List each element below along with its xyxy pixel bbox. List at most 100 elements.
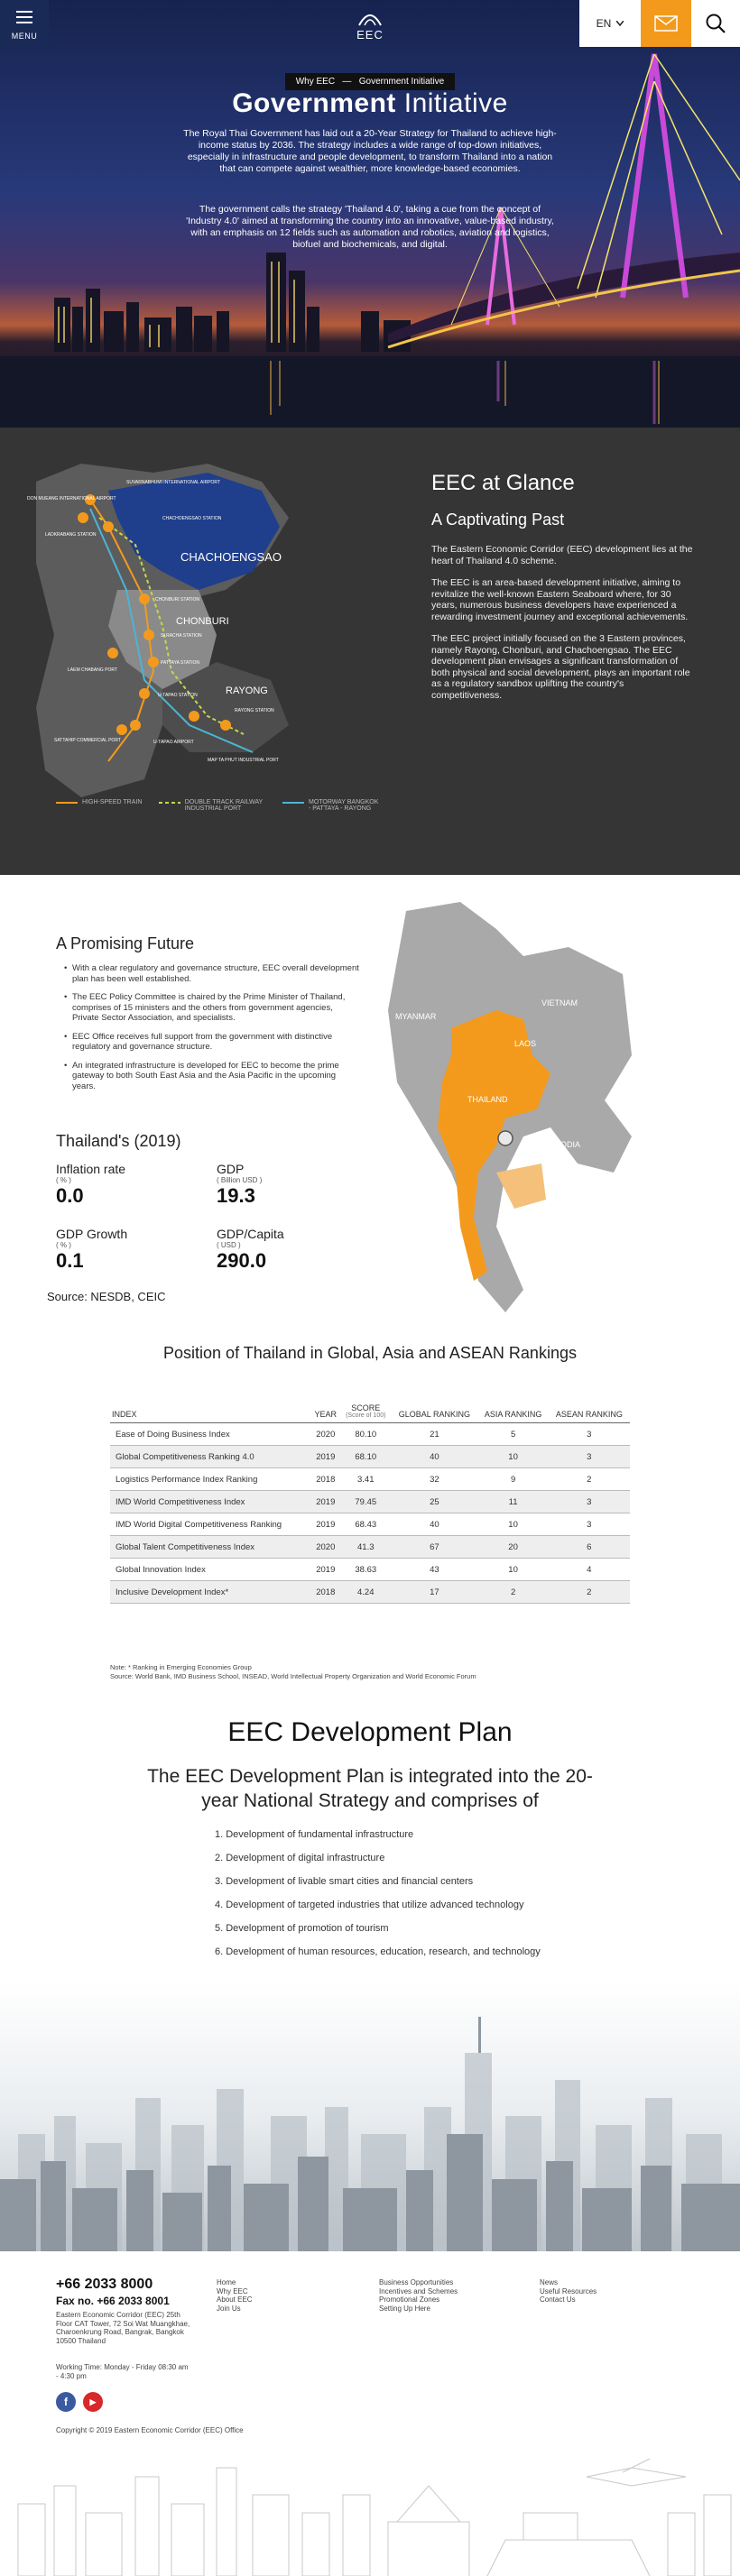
title-bold: Government xyxy=(232,88,396,118)
table-row: IMD World Digital Competitiveness Rankin… xyxy=(110,1513,630,1536)
footer-hours: Working Time: Monday - Friday 08:30 am -… xyxy=(56,2363,189,2380)
footer-link-setting-up[interactable]: Setting Up Here xyxy=(379,2304,430,2313)
logo-text: EEC xyxy=(356,28,384,41)
footer-links-col-3: News Useful Resources Contact Us xyxy=(540,2278,597,2305)
table-row: Global Competitiveness Ranking 4.0 2019 68… xyxy=(110,1445,630,1468)
title-thin: Initiative xyxy=(403,88,508,118)
language-selector[interactable]: EN xyxy=(579,0,641,47)
glance-title: EEC at Glance xyxy=(431,471,575,495)
chachoengsao-region xyxy=(108,473,280,590)
stat-gdp-growth: GDP Growth ( % ) 0.1 xyxy=(56,1227,128,1272)
rankings-title: Position of Thailand in Global, Asia and… xyxy=(163,1344,577,1362)
stat-inflation: Inflation rate ( % ) 0.0 xyxy=(56,1162,126,1207)
future-bullet-list: With a clear regulatory and governance s… xyxy=(64,963,361,1099)
list-item: The EEC Policy Committee is chaired by t… xyxy=(64,992,361,1024)
eec-at-glance-section: DON MUEANG INTERNATIONAL AIRPORT SUVARNA… xyxy=(0,428,740,875)
header-score: SCORE (Score of 100) xyxy=(340,1400,392,1423)
youtube-icon[interactable]: ▶ xyxy=(83,2392,103,2412)
footer-link-business-opportunities[interactable]: Business Opportunities xyxy=(379,2278,454,2286)
stat-gdp-per-capita: GDP/Capita ( USD ) 290.0 xyxy=(217,1227,284,1272)
glance-paragraph-3: The EEC project initially focused on the… xyxy=(431,633,690,701)
list-item: Development of targeted industries that … xyxy=(215,1900,541,1923)
footer-links-col-2: Business Opportunities Incentives and Sc… xyxy=(379,2278,458,2313)
label-rayong: RAYONG xyxy=(226,685,268,696)
footer-link-incentives[interactable]: Incentives and Schemes xyxy=(379,2286,458,2295)
table-row: Global Talent Competitiveness Index 2020 4… xyxy=(110,1535,630,1559)
list-item: An integrated infrastructure is develope… xyxy=(64,1061,361,1092)
header-index: INDEX xyxy=(110,1400,311,1423)
list-item: EEC Office receives full support from th… xyxy=(64,1032,361,1053)
eec-logo[interactable]: EEC xyxy=(336,9,404,41)
footer-address: Eastern Economic Corridor (EEC) 25th Flo… xyxy=(56,2311,190,2345)
chonburi-region xyxy=(108,590,217,689)
label-sattahip: SATTAHIP COMMERCIAL PORT xyxy=(54,738,121,743)
label-thailand: THAILAND xyxy=(467,1095,508,1104)
plan-title: EEC Development Plan xyxy=(227,1717,513,1747)
copyright: Copyright © 2019 Eastern Economic Corrid… xyxy=(56,2426,244,2434)
footer-link-contact-us[interactable]: Contact Us xyxy=(540,2295,576,2304)
label-si-racha: SI RACHA STATION xyxy=(161,633,202,639)
label-map-ta-phut: MAP TA PHUT INDUSTRIAL PORT xyxy=(208,758,279,763)
table-header-row: INDEX YEAR SCORE (Score of 100) GLOBAL RA… xyxy=(110,1400,630,1423)
footer-fax: Fax no. +66 2033 8001 xyxy=(56,2295,170,2307)
rankings-source: Source: World Bank, IMD Business School,… xyxy=(110,1671,476,1680)
search-button[interactable] xyxy=(691,0,740,47)
label-chonburi: CHONBURI xyxy=(176,616,229,627)
list-item: With a clear regulatory and governance s… xyxy=(64,963,361,984)
footer-link-why-eec[interactable]: Why EEC xyxy=(217,2286,248,2295)
header-year: YEAR xyxy=(310,1400,341,1423)
eec-highlight xyxy=(496,1164,546,1209)
footer-phone[interactable]: +66 2033 8000 xyxy=(56,2277,153,2292)
stats-source: Source: NESDB, CEIC xyxy=(47,1290,166,1303)
menu-label: MENU xyxy=(11,32,38,41)
footer-link-about-eec[interactable]: About EEC xyxy=(217,2295,253,2304)
breadcrumb-why-eec[interactable]: Why EEC xyxy=(295,77,336,87)
footer-link-home[interactable]: Home xyxy=(217,2278,236,2286)
promising-future-section: A Promising Future With a clear regulato… xyxy=(0,875,740,1344)
label-u-tapao-airport: U-TAPAO AIRPORT xyxy=(153,740,194,745)
label-pattaya: PATTAYA STATION xyxy=(161,660,199,666)
glance-paragraph-1: The Eastern Economic Corridor (EEC) deve… xyxy=(431,544,693,566)
label-vietnam: VIETNAM xyxy=(541,998,578,1007)
stat-gdp: GDP ( Billion USD ) 19.3 xyxy=(217,1162,263,1207)
hero-paragraph-2: The government calls the strategy 'Thail… xyxy=(186,204,554,250)
legend-item: HIGH-SPEED TRAIN xyxy=(56,799,142,812)
label-chachoengsao-station: CHACHOENGSAO STATION xyxy=(162,516,222,521)
table-row: Inclusive Development Index* 2018 4.24 17 2 2 xyxy=(110,1580,630,1604)
hamburger-icon xyxy=(16,11,32,23)
footer-link-news[interactable]: News xyxy=(540,2278,559,2286)
footer-link-join-us[interactable]: Join Us xyxy=(217,2304,241,2313)
label-don-mueang: DON MUEANG INTERNATIONAL AIRPORT xyxy=(27,496,116,501)
label-suvarnabhumi: SUVARNABHUMI INTERNATIONAL AIRPORT xyxy=(126,480,220,485)
development-plan-section: EEC Development Plan The EEC Development… xyxy=(0,1705,740,1984)
footer-link-useful-resources[interactable]: Useful Resources xyxy=(540,2286,597,2295)
list-item: Development of human resources, educatio… xyxy=(215,1946,541,1970)
future-title: A Promising Future xyxy=(56,934,195,952)
hero-banner: Why EEC — Government Initiative Governme… xyxy=(0,0,740,428)
page-title: Government Initiative xyxy=(0,88,740,119)
rankings-note: Note: * Ranking in Emerging Economies Gr… xyxy=(110,1663,252,1671)
hero-paragraph-1: The Royal Thai Government has laid out a… xyxy=(183,128,557,174)
label-laem-chabang: LAEM CHABANG PORT xyxy=(68,667,117,673)
header-asean: ASEAN RANKING xyxy=(548,1400,630,1423)
menu-button[interactable]: MENU xyxy=(0,0,49,47)
night-city-bridge-image xyxy=(0,0,740,428)
rayong-region xyxy=(162,662,289,752)
city-sketch-image xyxy=(17,2458,732,2576)
glance-paragraph-2: The EEC is an area-based development ini… xyxy=(431,577,689,622)
legend-item: DOUBLE TRACK RAILWAY INDUSTRIAL PORT xyxy=(158,799,266,812)
table-row: Global Innovation Index 2019 38.63 43 10 4 xyxy=(110,1558,630,1581)
breadcrumb-government-initiative[interactable]: Government Initiative xyxy=(358,77,445,87)
label-rayong-station: RAYONG STATION xyxy=(235,708,274,713)
mail-button[interactable] xyxy=(641,0,691,47)
eec-location-icon xyxy=(497,1130,513,1146)
rankings-section: Position of Thailand in Global, Asia and… xyxy=(0,1344,740,1705)
eec-region-map: DON MUEANG INTERNATIONAL AIRPORT SUVARNA… xyxy=(27,464,289,797)
list-item: Development of promotion of tourism xyxy=(215,1923,541,1946)
facebook-icon[interactable]: f xyxy=(56,2392,76,2412)
footer-link-promotional-zones[interactable]: Promotional Zones xyxy=(379,2295,440,2304)
label-u-tapao-station: U-TAPAO STATION xyxy=(158,693,198,698)
top-bar: MENU EEC EN xyxy=(0,0,740,47)
legend-item: MOTORWAY BANGKOK - PATTAYA - RAYONG xyxy=(282,799,381,812)
breadcrumb: Why EEC — Government Initiative xyxy=(0,72,740,90)
